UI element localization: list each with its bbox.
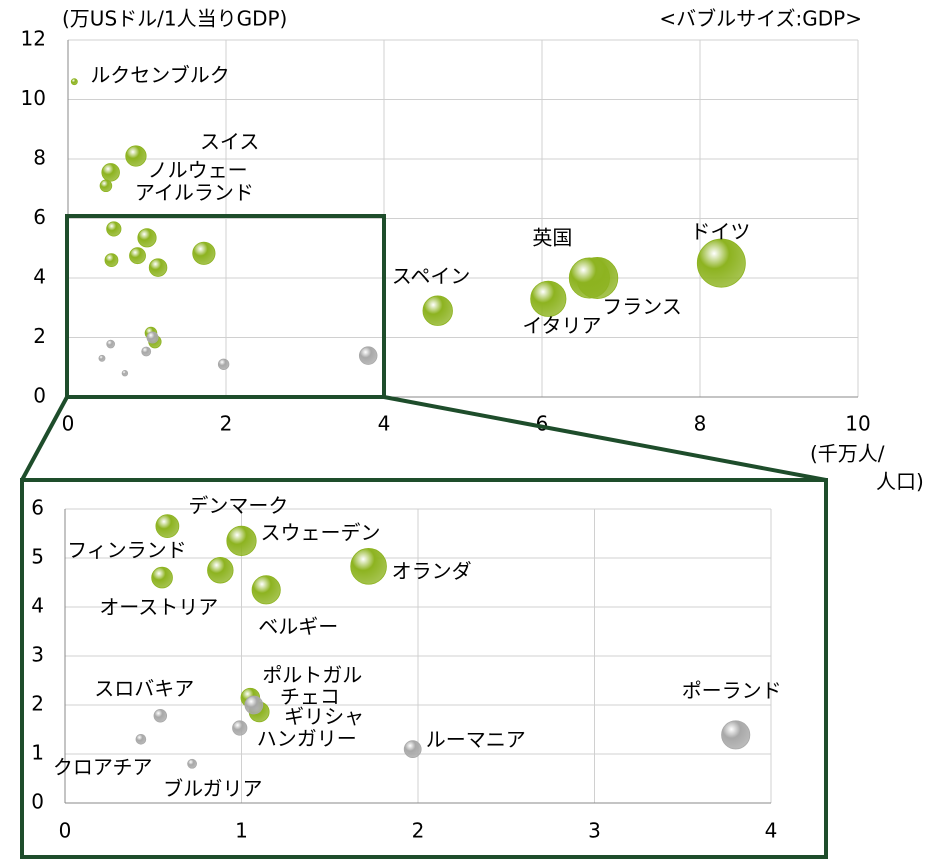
bubble: [125, 145, 147, 167]
bubble: [129, 247, 146, 265]
y-tick-label: 8: [33, 146, 46, 170]
zoom-connector: [383, 395, 827, 482]
x-tick-label: 4: [378, 412, 391, 436]
zoom-connector: [20, 396, 69, 481]
bubble: [101, 163, 120, 182]
point-label: ブルガリア: [163, 776, 262, 800]
y-tick-label: 10: [21, 86, 46, 110]
bubble: [106, 221, 122, 237]
point-label: フィンランド: [67, 538, 187, 562]
bubble: [350, 548, 387, 585]
x-tick-label: 0: [59, 819, 72, 843]
point-label: ドイツ: [690, 220, 750, 244]
y-tick-label: 4: [31, 594, 44, 618]
y-tick-label: 6: [33, 205, 46, 229]
point-label: オーストリア: [99, 595, 218, 619]
y-tick-label: 3: [31, 643, 44, 667]
point-label: スペイン: [392, 264, 471, 288]
bubble: [226, 525, 257, 556]
point-label: スイス: [200, 130, 259, 154]
y-axis-label: (万USドル/1人当りGDP): [62, 7, 287, 31]
y-tick-label: 1: [31, 741, 44, 765]
bubble: [153, 709, 168, 723]
bubble: [104, 253, 119, 268]
inset-frame: [20, 478, 828, 859]
x-tick-label: 1: [235, 819, 248, 843]
y-tick-label: 12: [21, 27, 46, 51]
bubble: [106, 339, 116, 349]
bubble: [530, 280, 567, 317]
bubble: [696, 238, 746, 288]
x-tick-label: 3: [588, 819, 601, 843]
bubble: [568, 257, 610, 299]
point-label: ハンガリー: [257, 727, 357, 751]
bubble: [217, 358, 230, 370]
bubble: [135, 734, 147, 745]
y-tick-label: 0: [33, 384, 46, 408]
x-axis-label: (千万人/: [810, 442, 885, 466]
x-tick-label: 8: [694, 412, 707, 436]
point-label: ノルウェー: [148, 158, 248, 182]
x-tick-label: 6: [536, 412, 549, 436]
bubble: [422, 295, 453, 326]
x-tick-label: 0: [62, 412, 75, 436]
point-label: アイルランド: [135, 180, 254, 204]
bubble: [403, 740, 422, 758]
x-axis-label: 人口): [876, 470, 924, 494]
point-label: オランダ: [392, 559, 472, 583]
x-tick-label: 2: [220, 412, 233, 436]
point-label: ポーランド: [682, 678, 782, 702]
y-tick-label: 6: [31, 496, 44, 520]
point-label: ルーマニア: [426, 728, 526, 752]
bubble: [121, 370, 129, 377]
point-label: イタリア: [522, 313, 601, 337]
point-label: スロバキア: [94, 676, 194, 700]
bubble: [207, 557, 234, 584]
bubble: [192, 241, 216, 265]
point-label: スウェーデン: [261, 520, 381, 544]
bubble: [146, 331, 159, 344]
size-annotation: <バブルサイズ:GDP>: [659, 7, 862, 31]
x-tick-label: 10: [845, 412, 870, 436]
bubble: [721, 720, 751, 750]
bubble: [151, 566, 173, 589]
bubble: [155, 514, 180, 539]
bubble: [232, 720, 248, 736]
bubble: [148, 258, 168, 277]
zoom-box: [65, 214, 386, 399]
point-label: ルクセンブルク: [90, 63, 229, 87]
point-label: 英国: [532, 226, 572, 250]
point-label: フランス: [602, 295, 682, 319]
point-label: ギリシャ: [284, 704, 364, 728]
bubble: [187, 758, 197, 769]
y-tick-label: 0: [31, 790, 44, 814]
point-label: ベルギー: [258, 614, 338, 638]
point-label: チェコ: [280, 685, 340, 709]
point-label: クロアチア: [53, 755, 153, 779]
y-tick-label: 5: [31, 545, 44, 569]
bubble: [70, 78, 78, 86]
y-tick-label: 2: [33, 324, 46, 348]
bubble: [358, 346, 378, 365]
bubble: [98, 354, 106, 362]
bubble: [141, 346, 152, 357]
bubble: [244, 695, 264, 715]
y-tick-label: 4: [33, 265, 46, 289]
x-tick-label: 2: [412, 819, 425, 843]
bubble: [251, 575, 281, 605]
bubble: [137, 228, 157, 248]
x-tick-label: 4: [765, 819, 778, 843]
point-label: デンマーク: [188, 494, 288, 518]
bubble: [99, 179, 113, 193]
point-label: ポルトガル: [262, 663, 362, 687]
y-tick-label: 2: [31, 692, 44, 716]
